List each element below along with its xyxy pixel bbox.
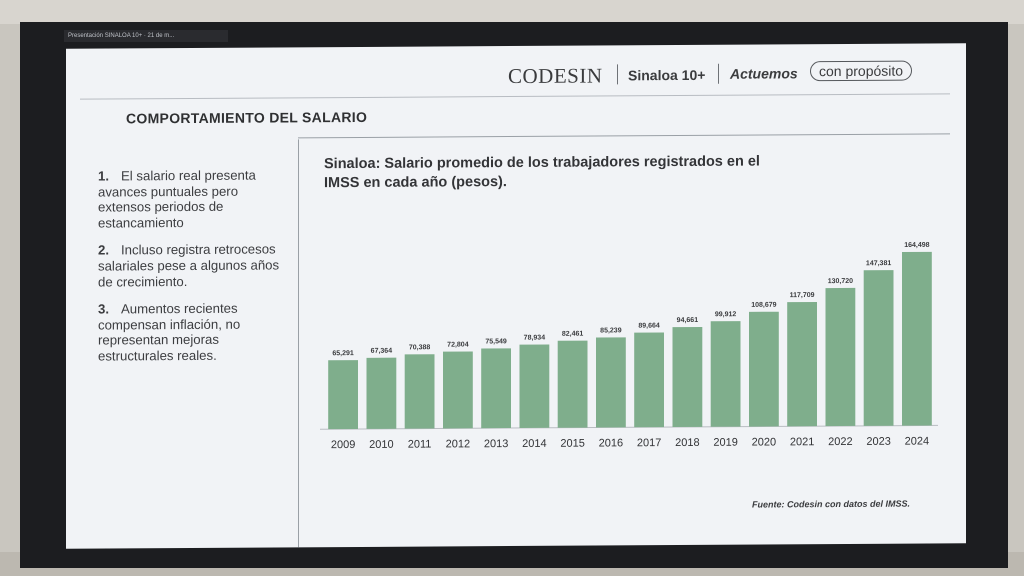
- panel-divider: [298, 139, 299, 548]
- x-tick-label-2011: 2011: [408, 439, 432, 451]
- bar-2014: [519, 344, 550, 428]
- bar-2017: [634, 332, 665, 428]
- x-tick-label-2016: 2016: [599, 437, 623, 449]
- salary-bar-chart: 65,291 2009 67,364 2010 70,388 2011 72,804 2012…: [320, 242, 938, 451]
- value-label-2019: 99,912: [715, 311, 737, 318]
- bar-2023: [863, 270, 894, 426]
- value-label-2010: 67,364: [371, 348, 393, 355]
- bar-2022: [825, 287, 856, 427]
- section-title: COMPORTAMIENTO DEL SALARIO: [126, 108, 368, 127]
- chart-panel-top-border: [298, 133, 950, 139]
- x-tick-label-2017: 2017: [637, 437, 661, 449]
- value-label-2015: 82,461: [562, 331, 584, 338]
- codesin-logo: CODESIN: [508, 63, 603, 89]
- value-label-2018: 94,661: [677, 317, 699, 324]
- slogan-text: Actuemos: [730, 65, 798, 82]
- header-divider: [617, 64, 618, 85]
- chart-title: Sinaloa: Salario promedio de los trabaja…: [324, 153, 760, 192]
- bar-2020: [749, 311, 779, 427]
- value-label-2020: 108,679: [751, 302, 776, 309]
- bar-2015: [557, 340, 588, 428]
- x-tick-label-2013: 2013: [484, 438, 508, 450]
- key-point: 3. Aumentos recientes compensan inflación…: [98, 300, 241, 364]
- bar-2013: [481, 348, 511, 429]
- bar-2019: [710, 321, 741, 427]
- value-label-2014: 78,934: [524, 335, 546, 342]
- presentation-slide: CODESIN Sinaloa 10+ Actuemos con propósi…: [66, 43, 966, 549]
- value-label-2016: 85,239: [600, 327, 622, 334]
- x-tick-label-2022: 2022: [828, 436, 852, 448]
- x-tick-label-2014: 2014: [522, 438, 546, 450]
- chart-source-note: Fuente: Codesin con datos del IMSS.: [752, 498, 911, 510]
- value-label-2009: 65,291: [332, 350, 354, 357]
- bar-2016: [596, 337, 626, 428]
- slogan-pill: con propósito: [810, 60, 913, 82]
- brand-label: Sinaloa 10+: [628, 66, 706, 84]
- key-point: 1. El salario real presenta avances puntu…: [98, 167, 256, 231]
- room-wall-top: [0, 0, 1024, 24]
- window-tab[interactable]: Presentación SINALOA 10+ · 21 de m...: [64, 30, 228, 42]
- bar-2021: [787, 301, 818, 427]
- value-label-2017: 89,664: [638, 323, 660, 330]
- bar-2018: [672, 326, 703, 428]
- value-label-2021: 117,709: [790, 292, 815, 299]
- x-tick-label-2020: 2020: [752, 436, 776, 448]
- header-divider: [718, 63, 719, 84]
- header-rule: [80, 93, 950, 100]
- x-tick-label-2018: 2018: [675, 437, 699, 449]
- key-points-list: 1. El salario real presenta avances puntu…: [98, 167, 288, 376]
- x-tick-label-2012: 2012: [446, 438, 470, 450]
- value-label-2023: 147,381: [866, 260, 891, 267]
- x-tick-label-2010: 2010: [369, 439, 393, 451]
- value-label-2024: 164,498: [904, 242, 929, 249]
- x-tick-label-2024: 2024: [905, 435, 929, 447]
- value-label-2011: 70,388: [409, 344, 431, 351]
- value-label-2013: 75,549: [485, 338, 507, 345]
- x-tick-label-2021: 2021: [790, 436, 814, 448]
- value-label-2012: 72,804: [447, 341, 469, 348]
- key-point: 2. Incluso registra retrocesos salariales…: [98, 241, 280, 290]
- bar-2011: [404, 354, 435, 429]
- x-tick-label-2019: 2019: [713, 437, 737, 449]
- value-label-2022: 130,720: [828, 278, 853, 285]
- x-tick-label-2015: 2015: [560, 438, 584, 450]
- bar-2024: [902, 251, 932, 426]
- x-tick-label-2009: 2009: [331, 439, 355, 451]
- x-tick-label-2023: 2023: [866, 436, 890, 448]
- bar-2010: [366, 357, 397, 429]
- bar-2009: [328, 360, 358, 430]
- bar-2012: [443, 351, 473, 429]
